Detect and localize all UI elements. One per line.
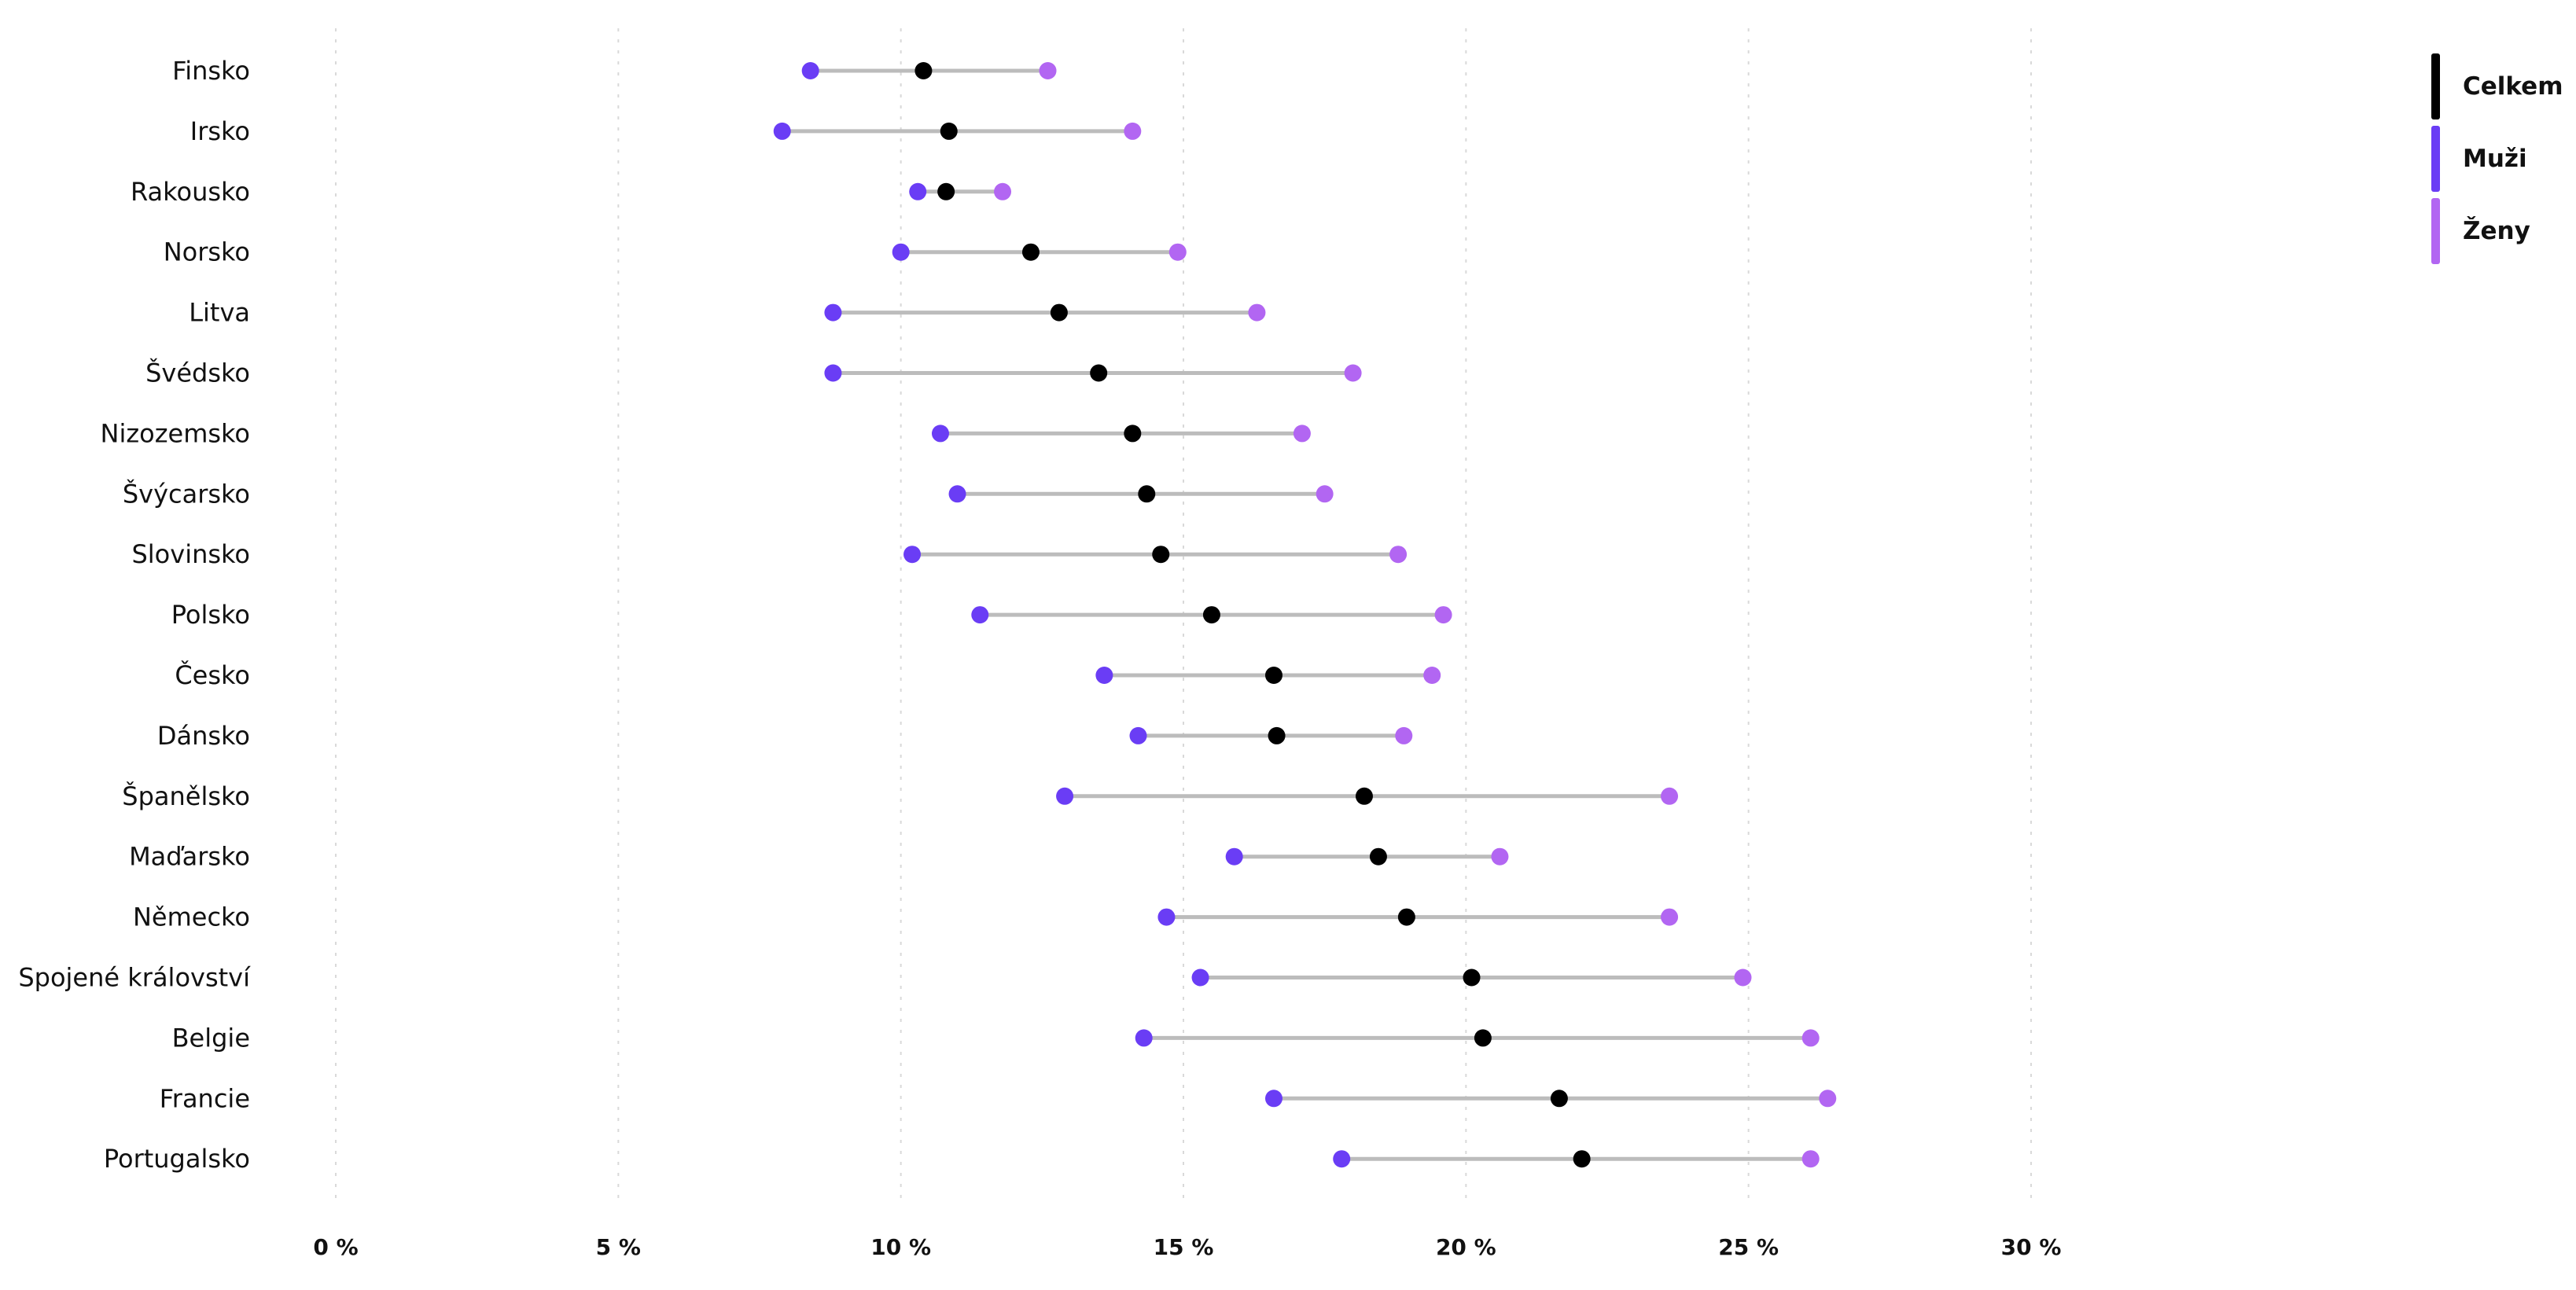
category-label: Německo	[133, 902, 250, 932]
point-zeny	[1661, 787, 1679, 805]
category-label: Irsko	[190, 116, 250, 146]
category-label: Česko	[175, 660, 250, 690]
point-celkem	[914, 62, 933, 79]
point-celkem	[1050, 303, 1068, 322]
point-zeny	[1124, 122, 1142, 140]
legend-swatch	[2431, 198, 2440, 264]
point-muzi	[971, 606, 989, 624]
point-celkem	[1021, 243, 1040, 261]
point-muzi	[824, 303, 842, 322]
point-muzi	[1095, 667, 1113, 684]
category-label: Polsko	[171, 600, 250, 630]
category-label: Finsko	[172, 56, 250, 86]
category-label: Dánsko	[157, 721, 250, 751]
point-zeny	[1344, 364, 1362, 382]
point-muzi	[1135, 1029, 1153, 1047]
category-label: Švédsko	[145, 358, 250, 388]
legend-label: Muži	[2463, 145, 2527, 173]
category-label: Španělsko	[122, 781, 250, 811]
point-celkem	[1090, 364, 1108, 382]
point-zeny	[1248, 303, 1266, 322]
category-label: Spojené království	[18, 963, 251, 993]
x-tick-label: 30 %	[2001, 1234, 2062, 1260]
point-celkem	[1474, 1029, 1492, 1047]
point-zeny	[1316, 485, 1334, 503]
point-zeny	[1039, 62, 1057, 79]
point-celkem	[1355, 787, 1373, 805]
point-celkem	[1264, 667, 1282, 684]
point-muzi	[903, 546, 922, 564]
legend-label: Celkem	[2463, 72, 2563, 101]
category-label: Francie	[160, 1083, 250, 1113]
legend-swatch	[2431, 53, 2440, 119]
category-label: Rakousko	[131, 177, 250, 207]
point-zeny	[1168, 243, 1187, 261]
category-label: Slovinsko	[131, 539, 250, 569]
point-muzi	[909, 182, 927, 200]
point-celkem	[1550, 1090, 1568, 1108]
x-tick-label: 10 %	[870, 1234, 931, 1260]
point-celkem	[1397, 908, 1415, 926]
point-muzi	[1056, 787, 1074, 805]
point-muzi	[801, 62, 819, 79]
point-muzi	[1191, 968, 1209, 987]
x-tick-label: 5 %	[596, 1234, 641, 1260]
point-muzi	[948, 485, 966, 503]
point-celkem	[1124, 424, 1142, 443]
point-zeny	[1661, 908, 1679, 926]
point-celkem	[1463, 968, 1481, 987]
point-celkem	[1369, 847, 1387, 866]
point-celkem	[937, 182, 955, 200]
x-tick-label: 20 %	[1436, 1234, 1496, 1260]
x-tick-label: 0 %	[313, 1234, 358, 1260]
category-label: Norsko	[164, 237, 250, 267]
point-muzi	[824, 364, 842, 382]
category-label: Litva	[189, 298, 250, 328]
point-muzi	[931, 424, 949, 443]
point-celkem	[1573, 1150, 1591, 1168]
point-zeny	[1734, 968, 1752, 987]
point-celkem	[1268, 726, 1286, 744]
point-zeny	[1423, 667, 1441, 684]
category-label: Belgie	[172, 1023, 250, 1053]
point-muzi	[773, 122, 791, 140]
point-zeny	[1434, 606, 1452, 624]
x-axis-ticks: 0 % 5 % 10 % 15 % 20 % 25 % 30 %	[313, 1234, 2061, 1260]
x-tick-label: 15 %	[1154, 1234, 1214, 1260]
point-celkem	[1202, 606, 1220, 624]
point-muzi	[1225, 847, 1243, 866]
category-label: Maďarsko	[129, 842, 250, 872]
point-muzi	[892, 243, 910, 261]
point-celkem	[1138, 485, 1156, 503]
point-muzi	[1129, 726, 1147, 744]
point-zeny	[1801, 1029, 1820, 1047]
x-tick-label: 25 %	[1718, 1234, 1779, 1260]
range-lines	[782, 68, 1828, 1161]
point-zeny	[1819, 1090, 1837, 1108]
point-zeny	[1293, 424, 1311, 443]
point-zeny	[1801, 1150, 1820, 1168]
point-zeny	[1389, 546, 1408, 564]
point-celkem	[1152, 546, 1170, 564]
data-points	[773, 62, 1837, 1168]
point-muzi	[1157, 908, 1176, 926]
point-zeny	[1395, 726, 1413, 744]
category-label: Nizozemsko	[101, 418, 251, 448]
point-celkem	[940, 122, 958, 140]
point-muzi	[1333, 1150, 1351, 1168]
point-zeny	[1491, 847, 1509, 866]
point-zeny	[994, 182, 1012, 200]
legend-label: Ženy	[2463, 217, 2530, 245]
category-label: Portugalsko	[104, 1144, 250, 1174]
legend: Celkem Muži Ženy	[2431, 53, 2563, 264]
legend-swatch	[2431, 126, 2440, 192]
country-labels: Finsko Irsko Rakousko Norsko Litva Švédsko Niz…	[18, 56, 251, 1174]
category-label: Švýcarsko	[123, 478, 250, 509]
point-muzi	[1264, 1090, 1282, 1108]
